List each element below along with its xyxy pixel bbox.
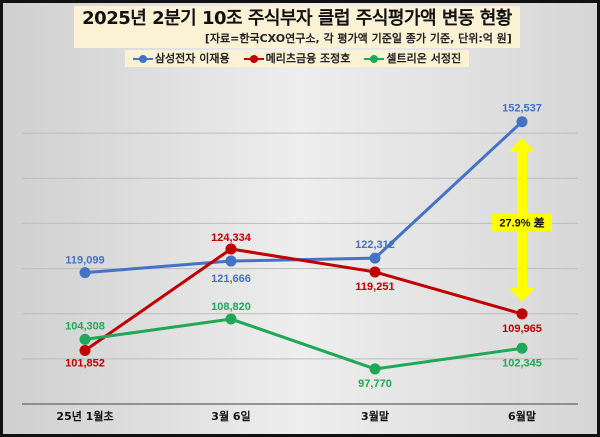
series-0: 119,099 121,666 122,312 152,537: [65, 103, 541, 285]
legend-marker-icon: [364, 54, 385, 63]
x-tick-label: 3월 6일: [211, 409, 250, 423]
legend-item: 메리츠금융 조정호: [243, 50, 351, 67]
data-point: [79, 344, 91, 356]
chart-header: 2025년 2분기 10조 주식부자 클럽 주식평가액 변동 현황 [자료=한국…: [20, 6, 574, 67]
data-point: [79, 333, 91, 345]
data-label: 109,965: [502, 323, 542, 335]
data-point: [225, 255, 237, 267]
legend: 삼성전자 이재용 메리츠금융 조정호 셀트리온 서정진: [124, 50, 470, 67]
data-point: [516, 342, 528, 354]
legend-label: 메리츠금융 조정호: [265, 52, 351, 65]
chart-subtitle: [자료=한국CXO연구소, 각 평가액 기준일 종가 기준, 단위:억 원]: [204, 32, 512, 45]
series-line: [84, 317, 523, 371]
annotation-label: 27.9% 差: [499, 216, 544, 230]
legend-item: 셀트리온 서정진: [364, 50, 461, 67]
data-label: 122,312: [355, 239, 395, 251]
legend-marker-icon: [132, 54, 153, 63]
legend-label: 삼성전자 이재용: [154, 52, 230, 65]
series-line: [84, 247, 523, 352]
data-label: 121,666: [211, 273, 251, 285]
data-label: 104,308: [65, 320, 105, 332]
series-1: 101,852 124,334 119,251 109,965: [65, 232, 542, 369]
data-point: [516, 308, 528, 320]
data-point: [79, 267, 91, 279]
data-point: [225, 243, 237, 255]
x-tick-label: 6월말: [508, 409, 536, 423]
data-label: 152,537: [502, 103, 542, 115]
data-label: 124,334: [211, 232, 252, 244]
data-point: [225, 313, 237, 325]
series-line: [84, 120, 524, 275]
data-point: [369, 363, 381, 375]
legend-item: 삼성전자 이재용: [132, 50, 230, 67]
x-tick-label: 3월말: [361, 409, 389, 423]
data-label: 102,345: [502, 357, 542, 369]
data-point: [369, 252, 381, 264]
data-label: 119,251: [355, 281, 394, 293]
data-point: [369, 266, 381, 278]
data-label: 119,099: [65, 255, 104, 267]
chart-title: 2025년 2분기 10조 주식부자 클럽 주식평가액 변동 현황: [82, 8, 512, 29]
data-label: 101,852: [65, 357, 105, 369]
legend-marker-icon: [243, 54, 264, 63]
series-2: 104,308 108,820 97,770 102,345: [65, 301, 542, 390]
legend-label: 셀트리온 서정진: [386, 52, 462, 65]
data-label: 97,770: [358, 378, 392, 390]
annotation-box: [492, 214, 552, 231]
data-point: [516, 116, 528, 128]
x-tick-label: 25년 1월초: [56, 409, 113, 423]
title-box: 2025년 2분기 10조 주식부자 클럽 주식평가액 변동 현황 [자료=한국…: [74, 6, 520, 48]
data-label: 108,820: [211, 301, 251, 313]
